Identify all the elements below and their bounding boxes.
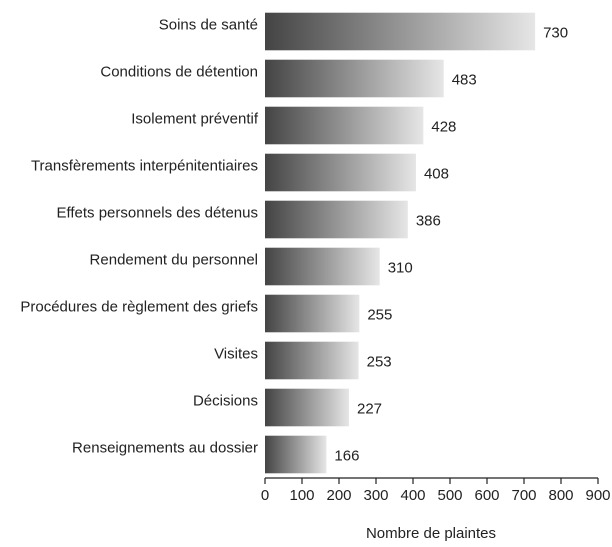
- y-tick-label: Transfèrements interpénitentiaires: [31, 157, 258, 174]
- value-label: 483: [452, 71, 477, 88]
- x-tick-label: 700: [511, 487, 536, 504]
- bar: [265, 247, 380, 286]
- value-label: 408: [424, 165, 449, 182]
- value-label: 428: [431, 118, 456, 135]
- y-tick-label: Renseignements au dossier: [72, 439, 258, 456]
- bar: [265, 294, 360, 333]
- y-tick-label: Soins de santé: [159, 16, 258, 33]
- y-tick-label: Effets personnels des détenus: [56, 204, 258, 221]
- y-tick-label: Visites: [214, 345, 258, 362]
- value-label: 166: [334, 447, 359, 464]
- value-label: 310: [388, 259, 413, 276]
- value-label: 255: [367, 306, 392, 323]
- y-tick-label: Conditions de détention: [100, 63, 258, 80]
- bar: [265, 388, 349, 427]
- x-tick-label: 0: [261, 487, 269, 504]
- x-tick-label: 900: [585, 487, 610, 504]
- value-label: 386: [416, 212, 441, 229]
- x-tick-label: 200: [326, 487, 351, 504]
- value-label: 253: [367, 353, 392, 370]
- bar: [265, 106, 424, 145]
- y-tick-label: Rendement du personnel: [90, 251, 258, 268]
- x-tick-label: 800: [548, 487, 573, 504]
- x-tick-label: 600: [474, 487, 499, 504]
- x-tick-label: 100: [289, 487, 314, 504]
- y-tick-label: Décisions: [193, 392, 258, 409]
- bar: [265, 59, 444, 98]
- bar: [265, 435, 327, 474]
- x-tick-label: 300: [363, 487, 388, 504]
- bar: [265, 12, 536, 51]
- bar: [265, 200, 408, 239]
- value-label: 730: [543, 24, 568, 41]
- bar: [265, 153, 416, 192]
- x-tick-label: 400: [400, 487, 425, 504]
- value-label: 227: [357, 400, 382, 417]
- x-tick-label: 500: [437, 487, 462, 504]
- y-tick-label: Procédures de règlement des griefs: [20, 298, 258, 315]
- bar: [265, 341, 359, 380]
- x-axis-label: Nombre de plaintes: [366, 525, 496, 542]
- y-tick-label: Isolement préventif: [131, 110, 259, 127]
